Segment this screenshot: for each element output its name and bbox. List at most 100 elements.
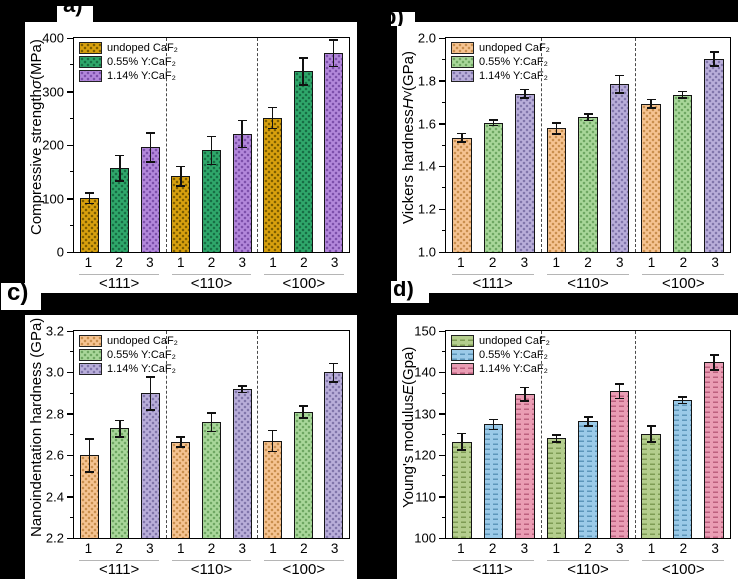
y-axis-title-part: V — [402, 91, 415, 99]
error-cap-bottom — [678, 402, 688, 405]
x-bar-number: 3 — [520, 255, 529, 270]
error-cap-bottom — [520, 97, 530, 99]
y-tick-label: 300 — [42, 84, 64, 99]
error-cap-bottom — [207, 163, 216, 166]
error-cap-top — [298, 57, 308, 59]
y-major-tick — [439, 537, 446, 539]
y-axis-title-part: Vickers hardness — [400, 109, 417, 224]
y-major-tick — [439, 37, 446, 39]
y-tick-label: 1.8 — [417, 73, 436, 89]
y-minor-tick — [442, 475, 446, 477]
y-tick-label: 100 — [414, 530, 436, 546]
bar-a-<100>-series2 — [293, 71, 313, 252]
legend-swatch — [79, 335, 102, 347]
bar-a-<110>-series2 — [202, 150, 221, 252]
x-bar-number: 3 — [616, 255, 624, 270]
x-bar-number: 3 — [330, 541, 339, 556]
error-cap-top — [520, 88, 530, 91]
error-bar — [149, 376, 152, 410]
x-bar-number: 2 — [488, 541, 497, 556]
x-bar-number: 2 — [679, 255, 688, 270]
y-tick-label: 2.6 — [45, 447, 64, 463]
y-minor-tick — [442, 434, 446, 435]
plot-area: undoped CaF₂ 0.55% Y:CaF₂ 1.14% Y:CaF₂ 1 2 3… — [414, 325, 731, 578]
y-minor-tick — [70, 117, 74, 119]
y-minor-tick — [442, 230, 446, 232]
error-bar — [713, 354, 715, 370]
y-minor-tick — [70, 351, 74, 353]
y-major-tick — [439, 330, 446, 332]
legend-swatch — [451, 70, 474, 82]
group-separator — [540, 38, 542, 252]
legend-item: 1.14% Y:CaF₂ — [451, 70, 550, 82]
x-axis: 1 2 3 <111> 1 2 3 <110> 1 2 3 <100> — [445, 252, 731, 292]
panel-d-youngs-modulus: Young's modulus E (Gpa) undoped CaF₂ 0.55… — [397, 315, 738, 579]
legend-item: 0.55% Y:CaF₂ — [79, 56, 178, 68]
y-tick-label: 150 — [414, 323, 436, 339]
error-cap-bottom — [583, 119, 593, 122]
error-cap-top — [145, 376, 155, 378]
error-bar — [302, 57, 304, 85]
y-major-tick — [67, 496, 74, 498]
y-major-tick — [67, 144, 74, 146]
x-bar-number: 2 — [679, 541, 688, 556]
x-bar-number: 1 — [457, 541, 465, 556]
group-underline — [642, 560, 725, 561]
error-bar — [88, 192, 91, 204]
group-underline — [642, 274, 725, 275]
legend-swatch — [451, 42, 474, 54]
error-bar — [180, 166, 182, 186]
group-underline — [451, 560, 534, 561]
y-tick-label: 120 — [414, 447, 436, 463]
panel-label-b: b) — [391, 12, 415, 26]
group-label: <111> — [98, 275, 140, 292]
bar-d-<111>-series1 — [451, 441, 472, 538]
group-label: <100> — [662, 275, 705, 292]
error-cap-bottom — [115, 180, 125, 182]
legend-label: undoped CaF₂ — [107, 42, 178, 54]
x-bar-number: 2 — [488, 255, 497, 270]
x-bar-number: 1 — [176, 255, 185, 270]
legend-item: 0.55% Y:CaF₂ — [451, 56, 550, 68]
y-tick-label: 140 — [414, 364, 436, 380]
x-bar-number: 3 — [238, 255, 247, 270]
error-cap-top — [709, 51, 719, 53]
error-cap-top — [176, 436, 186, 438]
bar-c-<111>-series3 — [140, 393, 160, 538]
error-cap-top — [237, 385, 247, 387]
y-axis-title-part: E — [400, 384, 417, 395]
legend-label: undoped CaF₂ — [107, 335, 178, 347]
y-major-tick — [67, 330, 74, 332]
bar-d-<110>-series1 — [546, 438, 567, 538]
bar-c-<100>-series1 — [263, 440, 283, 538]
error-cap-bottom — [615, 397, 625, 400]
error-cap-top — [268, 106, 278, 109]
error-bar — [587, 113, 589, 121]
group-underline — [171, 274, 252, 275]
y-tick-label: 2.8 — [45, 406, 64, 422]
group-separator — [257, 331, 259, 538]
bar-c-<111>-series2 — [110, 428, 130, 538]
y-minor-tick — [442, 144, 446, 146]
error-cap-top — [488, 119, 498, 121]
error-cap-bottom — [268, 127, 278, 130]
error-bar — [241, 385, 243, 393]
x-bar-number: 3 — [146, 541, 154, 556]
y-tick-label: 400 — [42, 30, 64, 46]
y-major-tick — [67, 251, 74, 253]
x-bar-number: 3 — [711, 541, 719, 556]
y-tick-label: 2.0 — [417, 30, 436, 46]
y-major-tick — [439, 371, 446, 374]
group-separator — [165, 331, 167, 538]
error-bar — [587, 416, 589, 426]
group-label: <110> — [567, 561, 609, 578]
group-underline — [79, 274, 159, 275]
bar-b-<111>-series1 — [451, 137, 472, 252]
legend-item: 0.55% Y:CaF₂ — [451, 349, 550, 361]
group-label: <111> — [98, 561, 140, 578]
y-axis-title-part: (GPa) — [400, 51, 417, 92]
legend-label: 0.55% Y:CaF₂ — [107, 349, 176, 361]
legend-label: 0.55% Y:CaF₂ — [479, 56, 548, 68]
error-cap-bottom — [551, 441, 561, 443]
